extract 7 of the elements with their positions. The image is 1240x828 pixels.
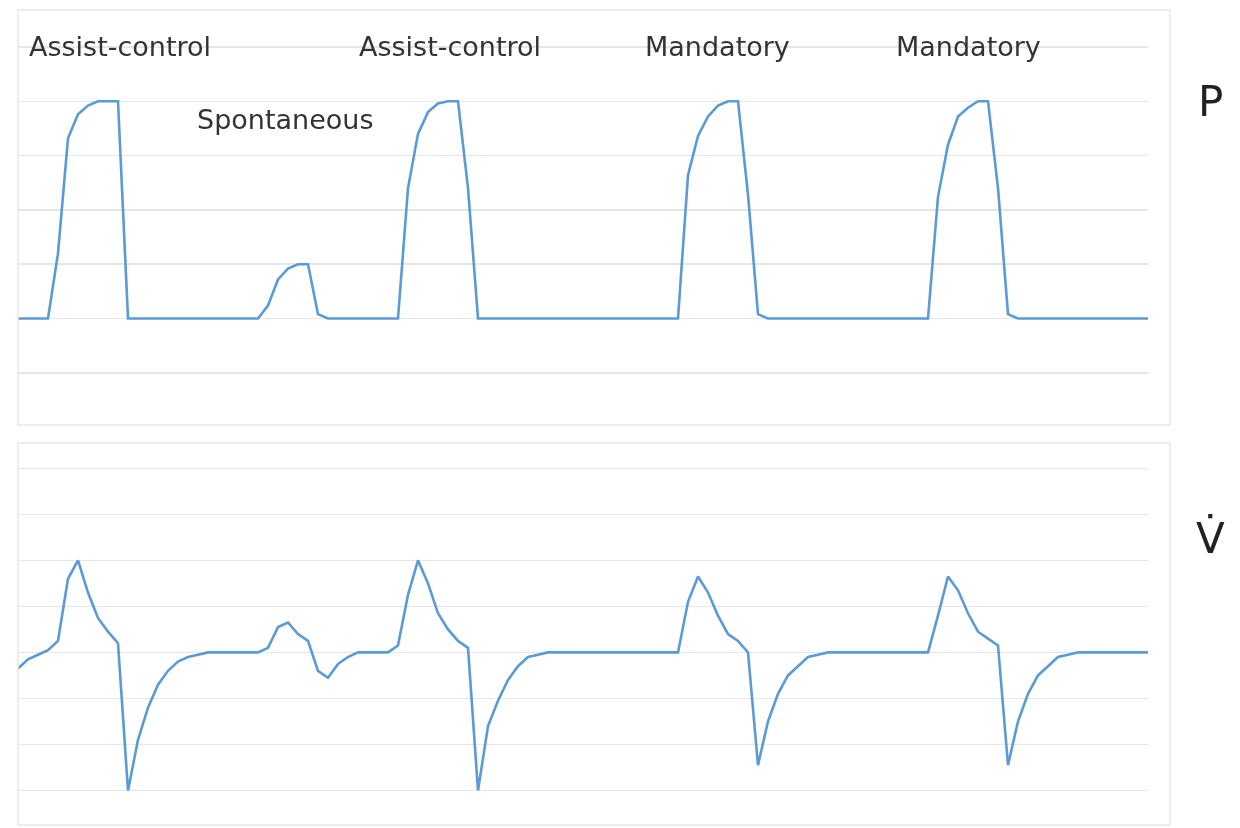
text: Assist-control xyxy=(29,31,212,62)
text: Assist-control xyxy=(359,31,542,62)
text: Mandatory xyxy=(896,31,1041,62)
y-axis-title: V̇ xyxy=(1196,514,1225,563)
text: Mandatory xyxy=(645,31,790,62)
y-axis-title: P xyxy=(1198,77,1224,126)
annotation: Spontaneous xyxy=(197,104,374,135)
